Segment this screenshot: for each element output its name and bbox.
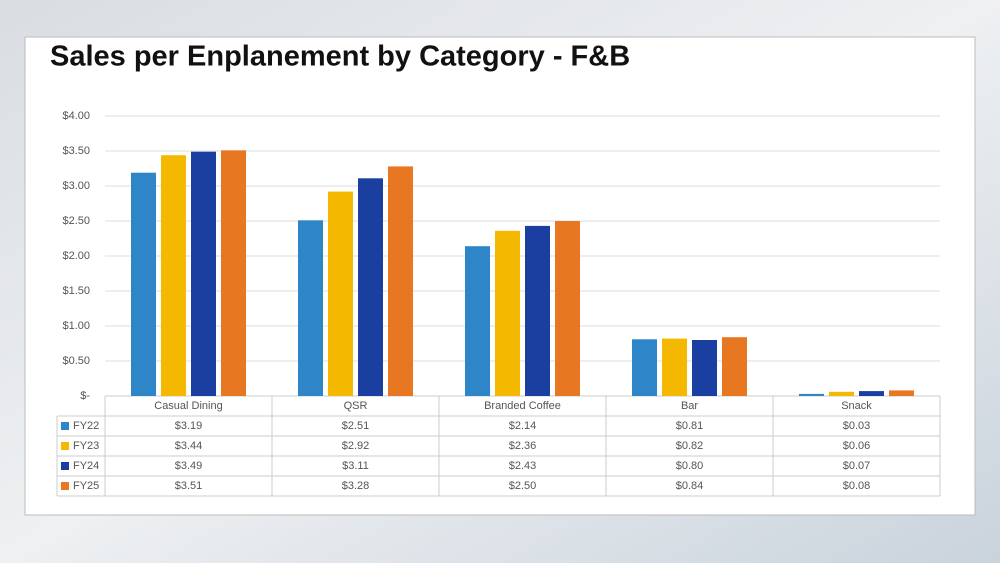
table-value: $2.92 (342, 440, 370, 452)
legend-label: FY24 (73, 460, 99, 472)
table-value: $0.82 (676, 440, 704, 452)
y-tick-label: $0.50 (62, 355, 90, 367)
bar (495, 230, 520, 396)
legend-label: FY23 (73, 440, 99, 452)
bar (388, 166, 413, 396)
table-value: $0.84 (676, 480, 704, 492)
y-tick-label: $- (80, 390, 90, 402)
bar (829, 391, 854, 396)
bar (191, 151, 216, 396)
table-value: $2.51 (342, 420, 370, 432)
bar (465, 246, 490, 396)
table-value: $0.03 (843, 420, 871, 432)
bar (722, 337, 747, 396)
legend-label: FY22 (73, 420, 99, 432)
x-tick-label: Casual Dining (154, 400, 222, 412)
x-tick-label: Bar (681, 400, 698, 412)
x-tick-label: Snack (841, 400, 872, 412)
bar (161, 155, 186, 396)
x-tick-label: Branded Coffee (484, 400, 561, 412)
bar (889, 390, 914, 396)
bar (328, 191, 353, 396)
table-value: $0.06 (843, 440, 871, 452)
y-tick-label: $2.50 (62, 215, 90, 227)
bar (298, 220, 323, 396)
y-tick-label: $4.00 (62, 110, 90, 122)
x-tick-label: QSR (344, 400, 368, 412)
bar (131, 172, 156, 396)
table-value: $2.14 (509, 420, 537, 432)
bar (555, 221, 580, 396)
legend-swatch (61, 442, 69, 450)
table-value: $3.44 (175, 440, 203, 452)
table-value: $3.51 (175, 480, 203, 492)
bar (799, 393, 824, 396)
bar (632, 339, 657, 396)
legend-swatch (61, 482, 69, 490)
bar (221, 150, 246, 396)
y-tick-label: $3.00 (62, 180, 90, 192)
table-value: $0.80 (676, 460, 704, 472)
table-value: $2.50 (509, 480, 537, 492)
legend-label: FY25 (73, 480, 99, 492)
table-value: $3.28 (342, 480, 370, 492)
y-tick-label: $1.50 (62, 285, 90, 297)
table-value: $3.11 (342, 460, 369, 472)
y-tick-label: $2.00 (62, 250, 90, 262)
table-value: $2.43 (509, 460, 537, 472)
table-value: $0.81 (676, 420, 704, 432)
table-value: $2.36 (509, 440, 537, 452)
chart-title: Sales per Enplanement by Category - F&B (50, 41, 630, 73)
bar (662, 338, 687, 396)
legend-swatch (61, 462, 69, 470)
bar (692, 340, 717, 396)
table-value: $3.49 (175, 460, 203, 472)
legend-swatch (61, 422, 69, 430)
table-value: $3.19 (175, 420, 203, 432)
y-tick-label: $1.00 (62, 320, 90, 332)
bar (358, 178, 383, 396)
y-tick-label: $3.50 (62, 145, 90, 157)
bar (525, 225, 550, 396)
bar (859, 391, 884, 396)
table-value: $0.07 (843, 460, 871, 472)
table-value: $0.08 (843, 480, 871, 492)
